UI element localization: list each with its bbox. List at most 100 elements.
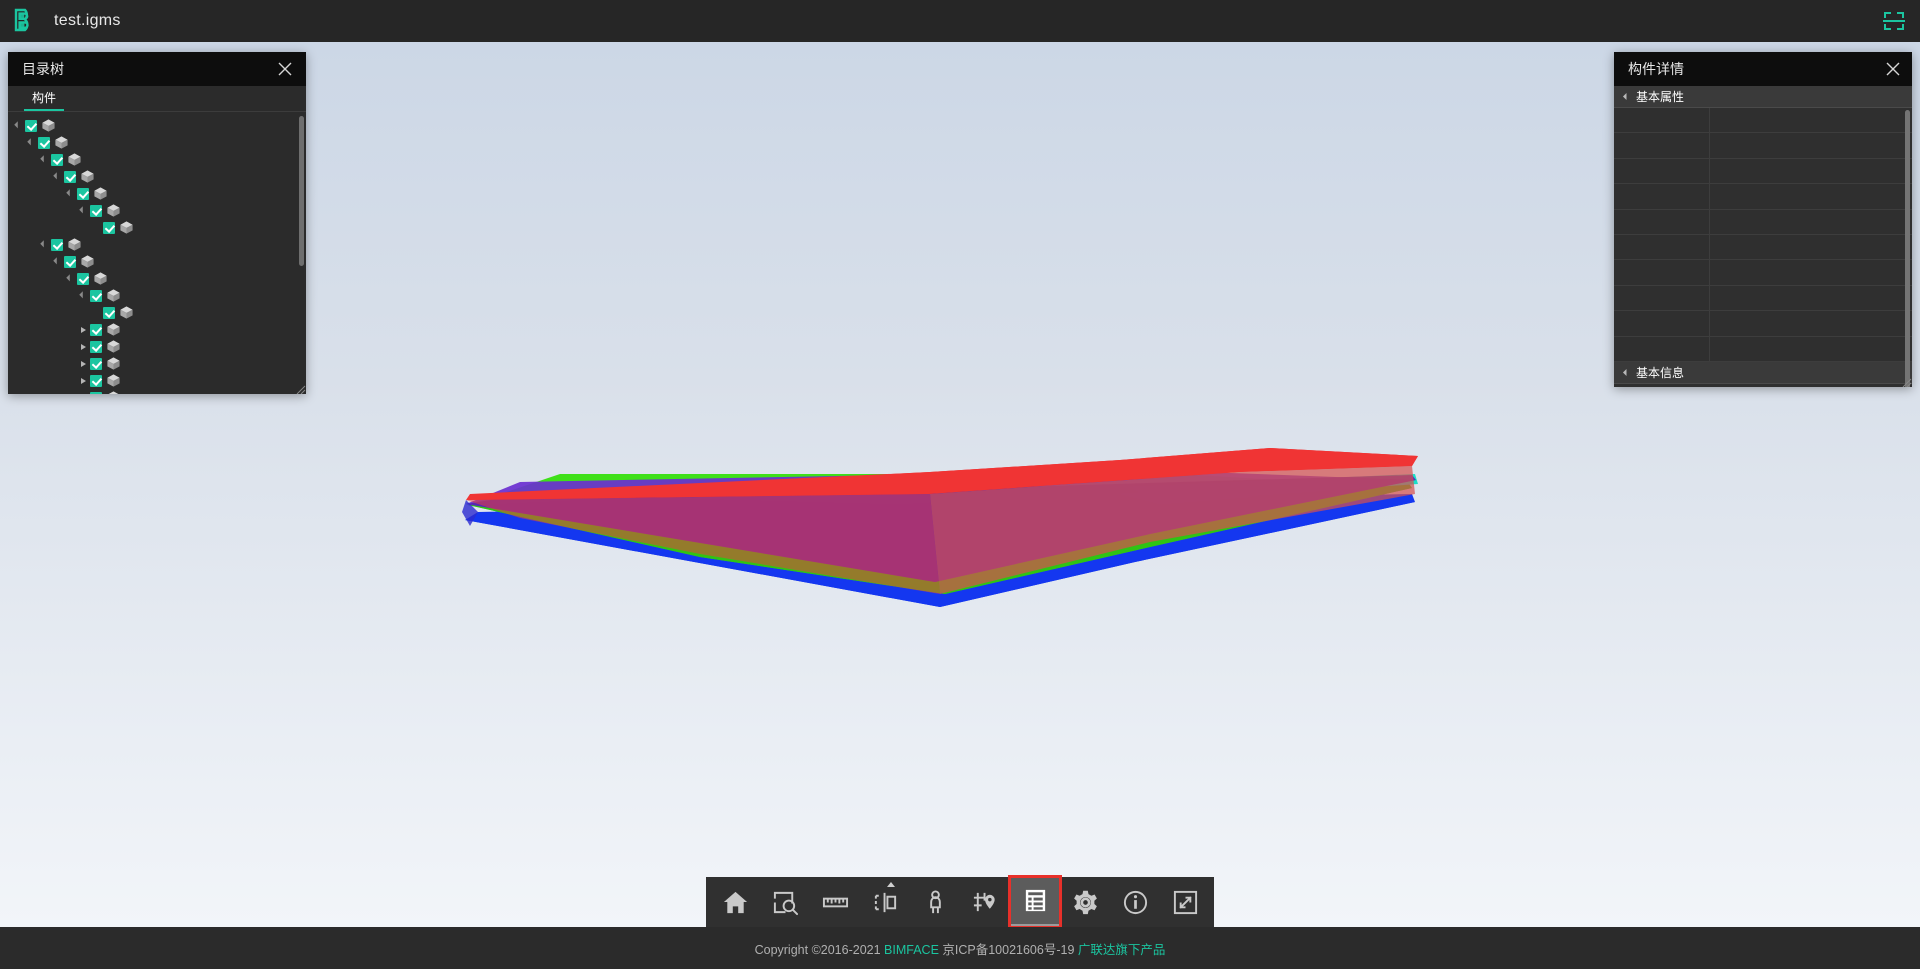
tree-checkbox[interactable] [51,153,63,166]
chevron-down-icon[interactable] [64,274,77,282]
tree-checkbox[interactable] [90,340,102,353]
prop-value [1710,133,1912,157]
sub-brand-name[interactable]: 广联达旗下产品 [1077,942,1166,957]
tree-checkbox[interactable] [64,255,76,268]
tree-row[interactable] [8,372,306,389]
tree-row[interactable] [8,151,306,168]
section-button[interactable] [860,877,910,927]
prop-row[interactable] [1614,285,1912,312]
brand-name[interactable]: BIMFACE [884,942,939,957]
tree-row[interactable] [8,287,306,304]
prop-row[interactable] [1614,133,1912,159]
prop-row[interactable] [1614,184,1912,210]
chevron-down-icon[interactable] [51,172,64,180]
tree-checkbox[interactable] [51,238,63,251]
chevron-down-icon[interactable] [38,240,51,248]
cube-icon [41,118,56,133]
tree-resize-handle[interactable] [294,382,306,394]
tab-components[interactable]: 构件 [24,86,65,111]
prop-row[interactable] [1614,311,1912,337]
chevron-right-icon[interactable] [77,326,90,333]
measure-button[interactable] [810,877,860,927]
chevron-right-icon[interactable] [77,360,90,367]
chevron-right-icon[interactable] [77,343,90,350]
tree-checkbox[interactable] [77,187,89,200]
model-viewport[interactable] [0,42,1920,927]
tree-row[interactable] [8,389,306,394]
tree-checkbox[interactable] [103,306,115,319]
tree-row[interactable] [8,219,306,236]
tree-row[interactable] [8,270,306,287]
prop-list[interactable]: 基本属性 基本信息 [1614,86,1912,387]
chevron-down-icon[interactable] [25,138,38,146]
chevron-down-icon[interactable] [77,206,90,214]
tree-row[interactable] [8,117,306,134]
properties-button[interactable] [1008,875,1062,929]
prop-section-basic-attributes[interactable]: 基本属性 [1614,86,1912,108]
tree-row[interactable] [8,253,306,270]
tree-list[interactable] [8,112,306,394]
info-button[interactable] [1110,877,1160,927]
chevron-down-icon[interactable] [38,155,51,163]
fullscreen-button[interactable] [1160,877,1210,927]
tree-checkbox[interactable] [90,357,102,370]
prop-resize-handle[interactable] [1900,375,1912,387]
tree-scrollbar[interactable] [299,116,304,266]
settings-button[interactable] [1060,877,1110,927]
tree-checkbox[interactable] [103,221,115,234]
app-header: test.igms [0,0,1920,42]
tree-panel-header: 目录树 [8,52,306,86]
tree-checkbox[interactable] [77,272,89,285]
tree-panel-title: 目录树 [22,61,64,77]
cube-icon [106,356,121,371]
prop-row[interactable] [1614,108,1912,134]
chevron-right-icon[interactable] [77,377,90,384]
cube-icon [106,288,121,303]
scan-fit-icon[interactable] [1868,0,1920,42]
copyright-prefix: Copyright ©2016-2021 [754,942,885,957]
chevron-down-icon[interactable] [51,257,64,265]
tree-row[interactable] [8,355,306,372]
close-icon[interactable] [274,58,296,80]
cube-icon [80,254,95,269]
marker-button[interactable] [960,877,1010,927]
tree-checkbox[interactable] [25,119,37,132]
prop-row[interactable] [1614,260,1912,286]
tree-row[interactable] [8,304,306,321]
chevron-down-icon[interactable] [12,121,25,129]
tree-row[interactable] [8,168,306,185]
prop-panel-title: 构件详情 [1628,61,1684,77]
prop-row[interactable] [1614,209,1912,235]
prop-scrollbar[interactable] [1905,110,1910,387]
zoom-box-button[interactable] [760,877,810,927]
tree-row[interactable] [8,202,306,219]
cube-icon [67,237,82,252]
cube-icon [106,390,121,394]
tree-checkbox[interactable] [90,204,102,217]
prop-row[interactable] [1614,234,1912,261]
prop-section-basic-info[interactable]: 基本信息 [1614,361,1912,384]
tree-checkbox[interactable] [90,289,102,302]
walkthrough-button[interactable] [910,877,960,927]
document-title: test.igms [54,12,121,29]
tree-checkbox[interactable] [64,170,76,183]
chevron-down-icon[interactable] [77,291,90,299]
tree-row[interactable] [8,236,306,253]
tree-checkbox[interactable] [90,391,102,394]
tree-row[interactable] [8,321,306,338]
home-button[interactable] [710,877,760,927]
prop-row[interactable] [1614,336,1912,362]
chevron-down-icon[interactable] [64,189,77,197]
tree-row[interactable] [8,134,306,151]
tree-row[interactable] [8,185,306,202]
tree-row[interactable] [8,338,306,355]
prop-value [1710,210,1912,234]
prop-row[interactable] [1614,158,1912,185]
close-icon[interactable] [1882,58,1904,80]
tree-checkbox[interactable] [90,323,102,336]
tree-checkbox[interactable] [38,136,50,149]
zoom-box-icon [772,889,799,916]
prop-value [1710,286,1912,310]
tree-checkbox[interactable] [90,374,102,387]
walk-person-icon [922,889,949,916]
